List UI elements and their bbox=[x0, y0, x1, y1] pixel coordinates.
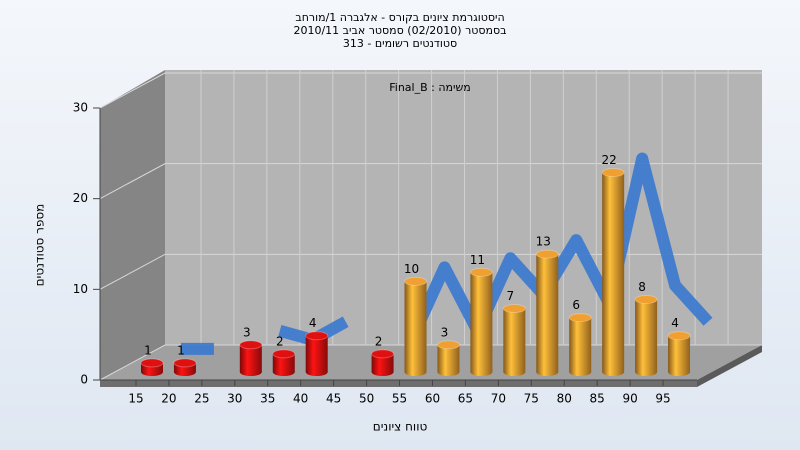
bar bbox=[469, 267, 493, 376]
data-label: 2 bbox=[375, 334, 383, 348]
data-label: 2 bbox=[276, 334, 284, 348]
data-label: 22 bbox=[602, 153, 617, 167]
data-label: 11 bbox=[470, 253, 485, 267]
bar bbox=[371, 349, 395, 376]
data-label: 6 bbox=[572, 298, 580, 312]
x-tick-label: 95 bbox=[655, 392, 670, 406]
data-label: 4 bbox=[309, 316, 317, 330]
y-tick-label: 20 bbox=[73, 191, 88, 205]
y-tick-label: 30 bbox=[73, 101, 88, 115]
y-tick-label: 10 bbox=[73, 282, 88, 296]
bar bbox=[173, 358, 197, 376]
bar bbox=[140, 358, 164, 376]
data-label: 4 bbox=[671, 316, 679, 330]
x-tick-label: 55 bbox=[392, 392, 407, 406]
x-tick-label: 35 bbox=[260, 392, 275, 406]
bar-top bbox=[568, 313, 592, 323]
bar bbox=[667, 331, 691, 376]
bar-top bbox=[239, 340, 263, 350]
bar-top bbox=[140, 358, 164, 368]
bar-body bbox=[305, 335, 328, 372]
bar-body bbox=[569, 317, 592, 372]
bar-body bbox=[437, 344, 460, 372]
bar-body bbox=[272, 353, 295, 372]
x-tick-label: 25 bbox=[194, 392, 209, 406]
bar bbox=[535, 249, 559, 376]
bar bbox=[404, 276, 428, 376]
x-tick-label: 60 bbox=[425, 392, 440, 406]
bar-body bbox=[536, 254, 559, 372]
x-tick-label: 15 bbox=[128, 392, 143, 406]
bar bbox=[436, 340, 460, 376]
floor bbox=[100, 345, 762, 380]
data-label: 3 bbox=[243, 325, 251, 339]
y-axis-label: מספר סטודנטים bbox=[33, 204, 47, 287]
bar bbox=[305, 331, 329, 376]
x-tick-label: 85 bbox=[590, 392, 605, 406]
x-tick-label: 75 bbox=[524, 392, 539, 406]
x-tick-label: 30 bbox=[227, 392, 242, 406]
bar-top bbox=[404, 276, 428, 286]
subtitle: משימה : Final_B bbox=[389, 81, 471, 94]
bar-top bbox=[436, 340, 460, 350]
bar-body bbox=[239, 344, 262, 372]
bar bbox=[634, 294, 658, 376]
bar bbox=[502, 304, 526, 376]
data-label: 8 bbox=[638, 280, 646, 294]
bar-top bbox=[469, 267, 493, 277]
bar bbox=[601, 168, 625, 376]
bar bbox=[568, 313, 592, 376]
y-tick-label: 0 bbox=[80, 373, 88, 387]
bar-body bbox=[503, 308, 526, 372]
bar-top bbox=[634, 294, 658, 304]
bar-top bbox=[502, 304, 526, 314]
bar-top bbox=[535, 249, 559, 259]
x-tick-label: 50 bbox=[359, 392, 374, 406]
bar bbox=[272, 349, 296, 376]
data-label: 1 bbox=[177, 343, 185, 357]
floor-edge bbox=[100, 380, 697, 387]
x-tick-label: 45 bbox=[326, 392, 341, 406]
bar-body bbox=[668, 335, 691, 372]
bar-top bbox=[667, 331, 691, 341]
title-line: 313 - סטודנטים רשומים bbox=[343, 37, 457, 50]
bar-body bbox=[173, 362, 196, 372]
bar bbox=[239, 340, 263, 376]
data-label: 13 bbox=[536, 235, 551, 249]
left-wall bbox=[100, 70, 165, 380]
bar-top bbox=[305, 331, 329, 341]
bar-top bbox=[173, 358, 197, 368]
bar-body bbox=[602, 172, 625, 372]
data-label: 7 bbox=[507, 289, 515, 303]
x-axis-label: טווח ציונים bbox=[373, 420, 428, 434]
x-tick-label: 65 bbox=[458, 392, 473, 406]
bar-body bbox=[371, 353, 394, 372]
data-label: 10 bbox=[404, 262, 419, 276]
bar-body bbox=[404, 281, 427, 372]
x-tick-label: 80 bbox=[557, 392, 572, 406]
bar-top bbox=[272, 349, 296, 359]
title-line: היסטוגרמת ציונים בקורס - אלגברה 1/מורחב bbox=[295, 11, 504, 24]
data-label: 3 bbox=[441, 325, 449, 339]
x-tick-label: 70 bbox=[491, 392, 506, 406]
title-line: בסמסטר (02/2010) סמסטר אביב 2010/11 bbox=[293, 24, 506, 37]
floor-side bbox=[697, 345, 762, 387]
bar-top bbox=[601, 168, 625, 178]
bar-body bbox=[470, 272, 493, 372]
data-label: 1 bbox=[144, 343, 152, 357]
bar-body bbox=[141, 362, 163, 372]
x-tick-label: 20 bbox=[161, 392, 176, 406]
bar-top bbox=[371, 349, 395, 359]
bar-body bbox=[635, 299, 658, 372]
x-tick-label: 40 bbox=[293, 392, 308, 406]
x-tick-label: 90 bbox=[622, 392, 637, 406]
